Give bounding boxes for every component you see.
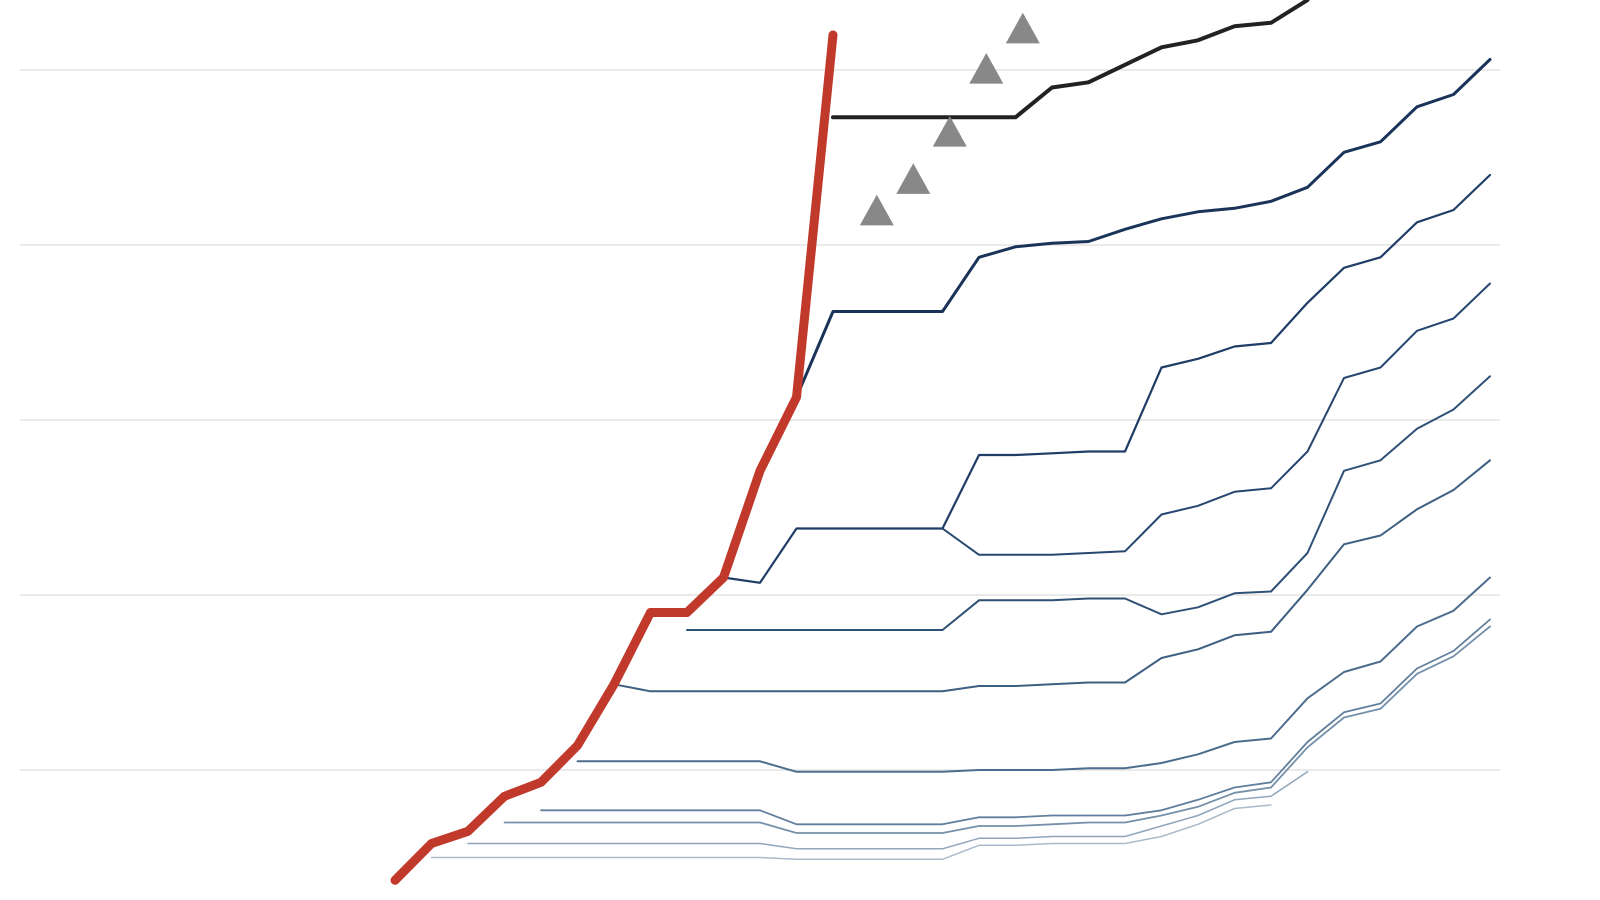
triangle-marker [1005,12,1040,44]
series-line [795,58,1492,399]
series-line [831,0,1310,120]
triangle-marker [969,53,1004,84]
series-line [467,771,1309,850]
triangle-marker [859,194,894,226]
triangle-marker [896,163,931,194]
series-line [430,804,1272,861]
series-line [540,618,1491,826]
series-line [503,625,1491,834]
series-line [686,375,1491,631]
series-line [390,30,838,885]
series-line [576,576,1491,773]
series-line [722,173,1492,584]
series-line [613,459,1491,693]
triangle-marker [932,116,967,147]
series-line [941,282,1491,556]
